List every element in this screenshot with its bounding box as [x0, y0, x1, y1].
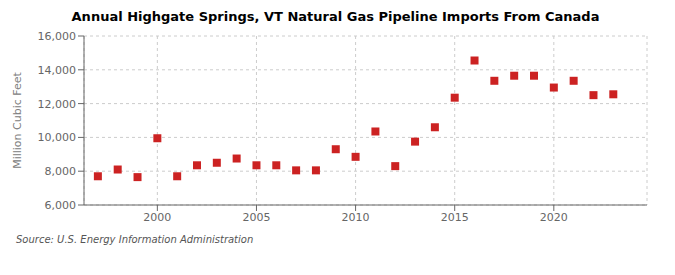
svg-text:12,000: 12,000: [38, 98, 77, 111]
svg-text:6,000: 6,000: [45, 199, 77, 212]
svg-text:16,000: 16,000: [38, 30, 77, 43]
svg-text:14,000: 14,000: [38, 64, 77, 77]
svg-text:2015: 2015: [441, 211, 469, 224]
svg-text:2020: 2020: [540, 211, 568, 224]
svg-text:Million Cubic Feet: Million Cubic Feet: [11, 71, 24, 168]
html-text:Annual Highgate Springs, VT Na: Annual Highgate Springs, VT Natural Gas …: [71, 9, 600, 24]
svg-text:10,000: 10,000: [38, 131, 77, 144]
svg-text:2010: 2010: [342, 211, 370, 224]
svg-text:8,000: 8,000: [45, 165, 77, 178]
html-text:Source: U.S. Energy Informatio: Source: U.S. Energy Information Administ…: [16, 234, 254, 245]
svg-text:2000: 2000: [143, 211, 171, 224]
svg-text:2005: 2005: [242, 211, 270, 224]
